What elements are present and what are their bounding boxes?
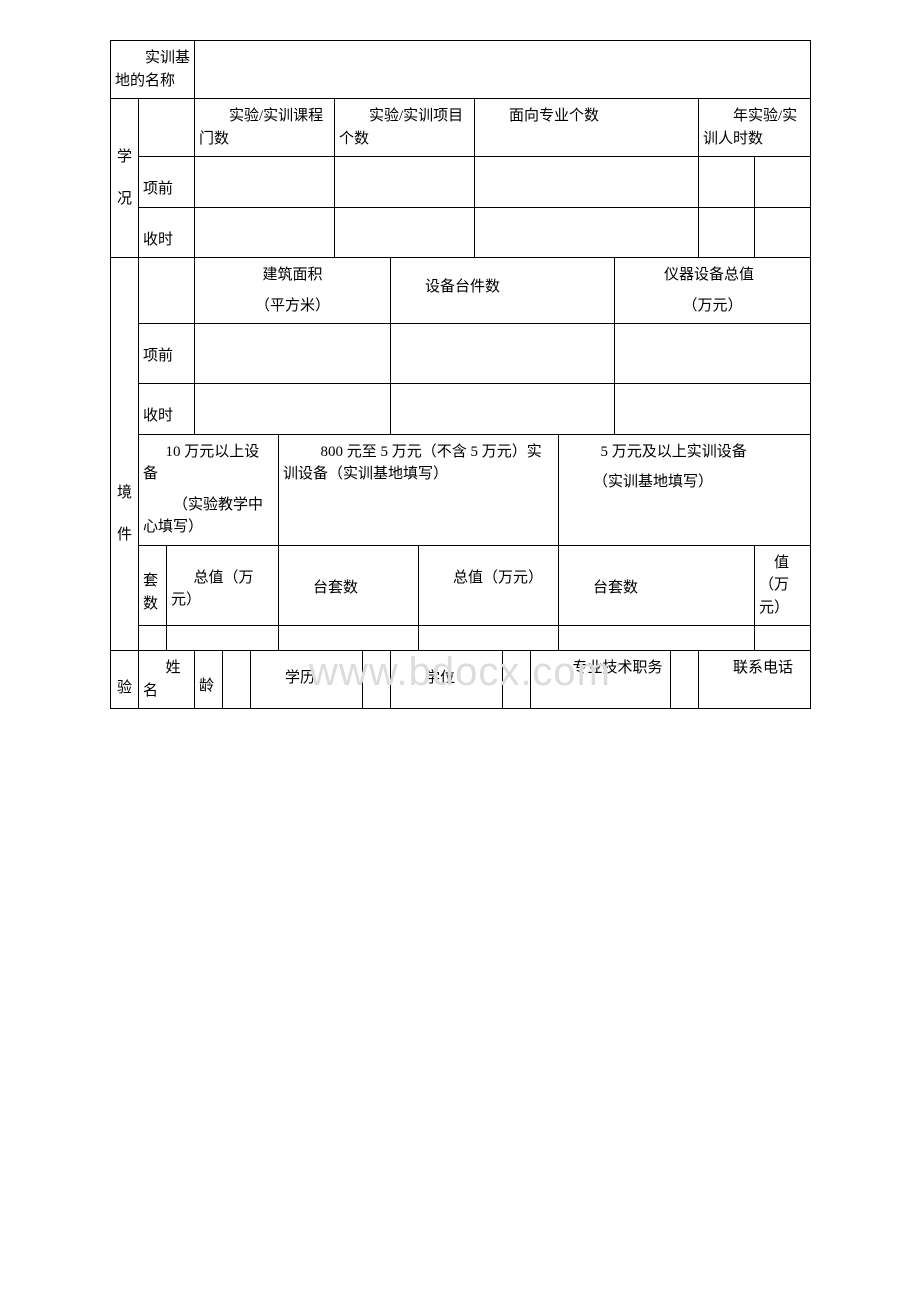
- col-sets: 套数: [139, 545, 167, 626]
- col-sets-3: 台套数: [559, 545, 755, 626]
- empty-cell: [139, 99, 195, 157]
- header-courses: 实验/实训课程门数: [195, 99, 335, 157]
- empty-cell-2: [139, 258, 195, 324]
- group-10wan: 10 万元以上设备 （实验教学中心填写）: [139, 434, 279, 545]
- val-hours-before-1: [699, 157, 755, 208]
- header-phone: 联系电话: [699, 651, 811, 709]
- row-before: 项前: [139, 157, 195, 208]
- val-sets-3: [559, 626, 755, 651]
- header-hours: 年实验/实训人时数: [699, 99, 811, 157]
- header-equipment-value: 仪器设备总值 （万元）: [615, 258, 811, 324]
- training-base-name-label: 实训基地的名称: [111, 41, 195, 99]
- col-sets-2: 台套数: [279, 545, 419, 626]
- val-equip-value-after: [615, 384, 811, 435]
- header-majors: 面向专业个数: [475, 99, 699, 157]
- header-degree: 学位: [391, 651, 503, 709]
- val-majors-before: [475, 157, 699, 208]
- section-label-xue: 学 况: [111, 99, 139, 258]
- header-area: 建筑面积 （平方米）: [195, 258, 391, 324]
- row-after: 收时: [139, 207, 195, 258]
- group-5wan: 5 万元及以上实训设备 （实训基地填写）: [559, 434, 811, 545]
- header-projects: 实验/实训项目个数: [335, 99, 475, 157]
- val-education: [363, 651, 391, 709]
- val-equip-count-before: [391, 324, 615, 384]
- row-after-2: 收时: [139, 384, 195, 435]
- group-800yuan: 800 元至 5 万元（不含 5 万元）实训设备（实训基地填写）: [279, 434, 559, 545]
- header-equipment-count: 设备台件数: [391, 258, 615, 324]
- val-projects-before: [335, 157, 475, 208]
- val-sets-2: [279, 626, 419, 651]
- val-equip-value-before: [615, 324, 811, 384]
- header-age: 龄: [195, 651, 223, 709]
- val-total-2: [419, 626, 559, 651]
- col-total-value-2: 总值（万元）: [419, 545, 559, 626]
- val-hours-after-1: [699, 207, 755, 258]
- val-area-before: [195, 324, 391, 384]
- val-total-1: [167, 626, 279, 651]
- header-education: 学历: [251, 651, 363, 709]
- val-courses-after: [195, 207, 335, 258]
- col-total-value-1: 总值（万元）: [167, 545, 279, 626]
- val-area-after: [195, 384, 391, 435]
- val-title: [671, 651, 699, 709]
- val-total-3: [755, 626, 811, 651]
- section-label-yan: 验: [111, 651, 139, 709]
- val-age: [223, 651, 251, 709]
- header-name: 姓名: [139, 651, 195, 709]
- val-hours-before-2: [755, 157, 811, 208]
- val-courses-before: [195, 157, 335, 208]
- val-degree: [503, 651, 531, 709]
- val-majors-after: [475, 207, 699, 258]
- row-before-2: 项前: [139, 324, 195, 384]
- header-title: 专业技术职务: [531, 651, 671, 709]
- form-table: 实训基地的名称 学 况 实验/实训课程门数 实验/实训项目个数 面向专业个数 年…: [110, 40, 811, 709]
- col-value-3: 值（万元）: [755, 545, 811, 626]
- section-label-jing: 境 件: [111, 258, 139, 651]
- val-projects-after: [335, 207, 475, 258]
- val-sets-1: [139, 626, 167, 651]
- val-equip-count-after: [391, 384, 615, 435]
- training-base-name-value: [195, 41, 811, 99]
- val-hours-after-2: [755, 207, 811, 258]
